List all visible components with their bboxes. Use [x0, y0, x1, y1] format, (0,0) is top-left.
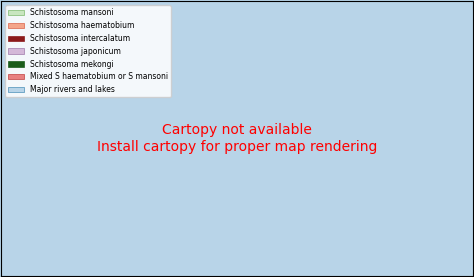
Legend: Schistosoma mansoni, Schistosoma haematobium, Schistosoma intercalatum, Schistos: Schistosoma mansoni, Schistosoma haemato… — [5, 5, 171, 97]
Text: Cartopy not available
Install cartopy for proper map rendering: Cartopy not available Install cartopy fo… — [97, 123, 377, 154]
